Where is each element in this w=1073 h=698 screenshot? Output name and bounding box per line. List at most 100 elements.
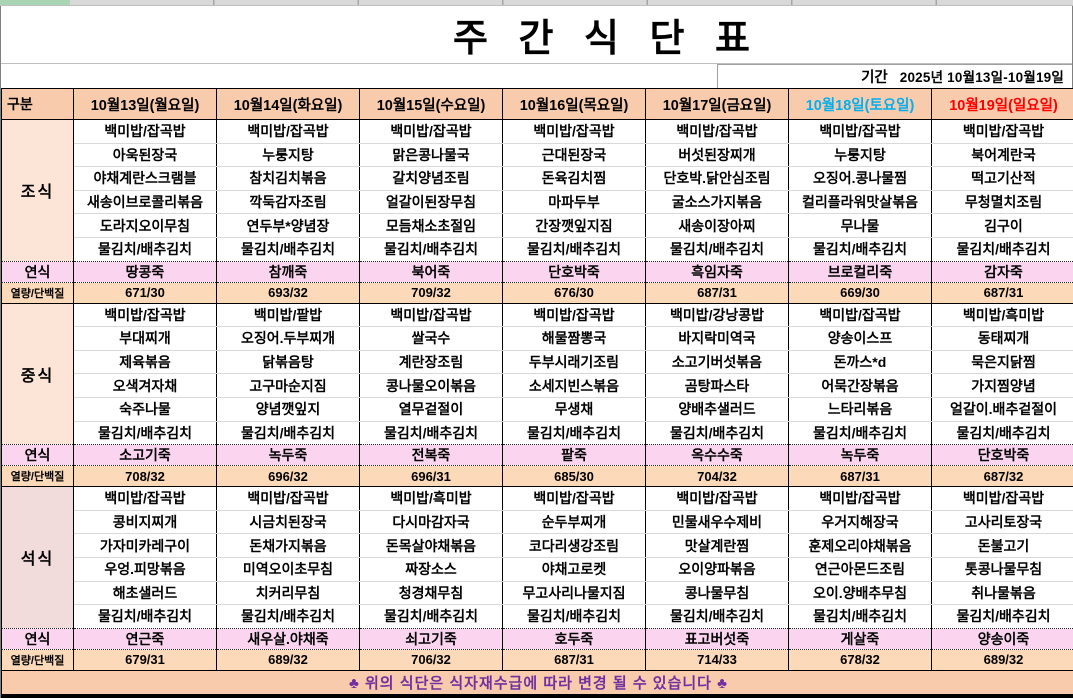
calorie-value: 696/31: [360, 466, 503, 487]
menu-item: 묵은지닭찜: [932, 350, 1073, 374]
menu-item: 백미밥/잡곡밥: [789, 303, 932, 327]
soft-meal-item: 감자죽: [932, 261, 1073, 282]
menu-item: 우거지해장국: [789, 510, 932, 534]
menu-item: 물김치/배추김치: [74, 605, 217, 629]
menu-item: 새송이브로콜리볶음: [74, 190, 217, 214]
calorie-value: 687/31: [932, 282, 1073, 303]
menu-item: 맑은콩나물국: [360, 143, 503, 167]
menu-item: 톳콩나물무침: [932, 557, 1073, 581]
soft-meal-item: 녹두죽: [789, 445, 932, 466]
calorie-value: 679/31: [74, 649, 217, 670]
menu-item: 오징어.두부찌개: [217, 327, 360, 351]
soft-meal-item: 호두죽: [503, 628, 646, 649]
menu-item: 콩나물무침: [646, 581, 789, 605]
menu-item: 마파두부: [503, 190, 646, 214]
soft-meal-item: 표고버섯죽: [646, 628, 789, 649]
menu-item: 백미밥/잡곡밥: [789, 487, 932, 511]
calorie-value: 676/30: [503, 282, 646, 303]
menu-item: 고사리토장국: [932, 510, 1073, 534]
calorie-value: 687/31: [646, 282, 789, 303]
period-value: 2025년 10월13일-10월19일: [900, 66, 1064, 86]
menu-item: 오색겨자채: [74, 374, 217, 398]
soft-meal-item: 참깨죽: [217, 261, 360, 282]
menu-item: 열무겉절이: [360, 397, 503, 421]
meal-label-1: 조식: [2, 120, 74, 262]
menu-item: 숙주나물: [74, 397, 217, 421]
soft-meal-item: 연근죽: [74, 628, 217, 649]
menu-item: 오이.양배추무침: [789, 581, 932, 605]
menu-item: 무청멸치조림: [932, 190, 1073, 214]
menu-item: 닭볶음탕: [217, 350, 360, 374]
menu-item: 김구이: [932, 214, 1073, 238]
menu-item: 백미밥/잡곡밥: [932, 487, 1073, 511]
calorie-value: 687/31: [503, 649, 646, 670]
soft-meal-item: 옥수수죽: [646, 445, 789, 466]
calorie-value: 708/32: [74, 466, 217, 487]
menu-item: 부대찌개: [74, 327, 217, 351]
calorie-value: 706/32: [360, 649, 503, 670]
meal-label-3: 석식: [2, 487, 74, 629]
menu-item: 물김치/배추김치: [503, 421, 646, 445]
calorie-label: 열량/단백질: [2, 466, 74, 487]
menu-item: 돈까스*d: [789, 350, 932, 374]
soft-meal-item: 게살죽: [789, 628, 932, 649]
period-label: 기간: [861, 66, 888, 87]
calorie-value: 693/32: [217, 282, 360, 303]
menu-item: 짜장소스: [360, 557, 503, 581]
day-header-6: 10월18일(토요일): [789, 89, 932, 120]
menu-item: 오이양파볶음: [646, 557, 789, 581]
menu-item: 백미밥/잡곡밥: [646, 120, 789, 144]
menu-item: 소고기버섯볶음: [646, 350, 789, 374]
menu-item: 백미밥/흑미밥: [932, 303, 1073, 327]
menu-item: 맛살계란찜: [646, 534, 789, 558]
menu-item: 물김치/배추김치: [932, 237, 1073, 261]
menu-item: 제육볶음: [74, 350, 217, 374]
day-header-5: 10월17일(금요일): [646, 89, 789, 120]
menu-item: 백미밥/잡곡밥: [503, 303, 646, 327]
menu-item: 코다리생강조림: [503, 534, 646, 558]
soft-meal-item: 양송이죽: [932, 628, 1073, 649]
menu-item: 단호박.닭안심조림: [646, 167, 789, 191]
menu-item: 백미밥/팥밥: [217, 303, 360, 327]
menu-item: 얼갈이.배추겉절이: [932, 397, 1073, 421]
menu-item: 어묵간장볶음: [789, 374, 932, 398]
soft-meal-label: 연식: [2, 628, 74, 649]
menu-item: 소세지빈스볶음: [503, 374, 646, 398]
menu-item: 백미밥/잡곡밥: [360, 303, 503, 327]
soft-meal-item: 북어죽: [360, 261, 503, 282]
soft-meal-item: 팥죽: [503, 445, 646, 466]
menu-item: 근대된장국: [503, 143, 646, 167]
menu-item: 백미밥/잡곡밥: [789, 120, 932, 144]
menu-item: 백미밥/강낭콩밥: [646, 303, 789, 327]
day-header-7: 10월19일(일요일): [932, 89, 1073, 120]
menu-item: 해초샐러드: [74, 581, 217, 605]
menu-item: 물김치/배추김치: [646, 421, 789, 445]
menu-item: 취나물볶음: [932, 581, 1073, 605]
menu-item: 느타리볶음: [789, 397, 932, 421]
menu-item: 백미밥/잡곡밥: [74, 120, 217, 144]
menu-item: 가지찜양념: [932, 374, 1073, 398]
menu-item: 무나물: [789, 214, 932, 238]
menu-item: 돈육김치찜: [503, 167, 646, 191]
menu-item: 참치김치볶음: [217, 167, 360, 191]
menu-item: 고구마순지짐: [217, 374, 360, 398]
menu-item: 물김치/배추김치: [217, 605, 360, 629]
day-header-3: 10월15일(수요일): [360, 89, 503, 120]
meal-label-2: 중식: [2, 303, 74, 445]
menu-item: 돈채가지볶음: [217, 534, 360, 558]
menu-item: 훈제오리야채볶음: [789, 534, 932, 558]
menu-item: 물김치/배추김치: [646, 237, 789, 261]
menu-item: 돈목살야채볶음: [360, 534, 503, 558]
menu-item: 동태찌개: [932, 327, 1073, 351]
menu-item: 물김치/배추김치: [360, 605, 503, 629]
calorie-value: 696/32: [217, 466, 360, 487]
menu-item: 쌀국수: [360, 327, 503, 351]
menu-item: 굴소스가지볶음: [646, 190, 789, 214]
menu-item: 콩비지찌개: [74, 510, 217, 534]
menu-item: 백미밥/잡곡밥: [360, 120, 503, 144]
menu-item: 물김치/배추김치: [74, 421, 217, 445]
menu-item: 도라지오이무침: [74, 214, 217, 238]
menu-item: 시금치된장국: [217, 510, 360, 534]
